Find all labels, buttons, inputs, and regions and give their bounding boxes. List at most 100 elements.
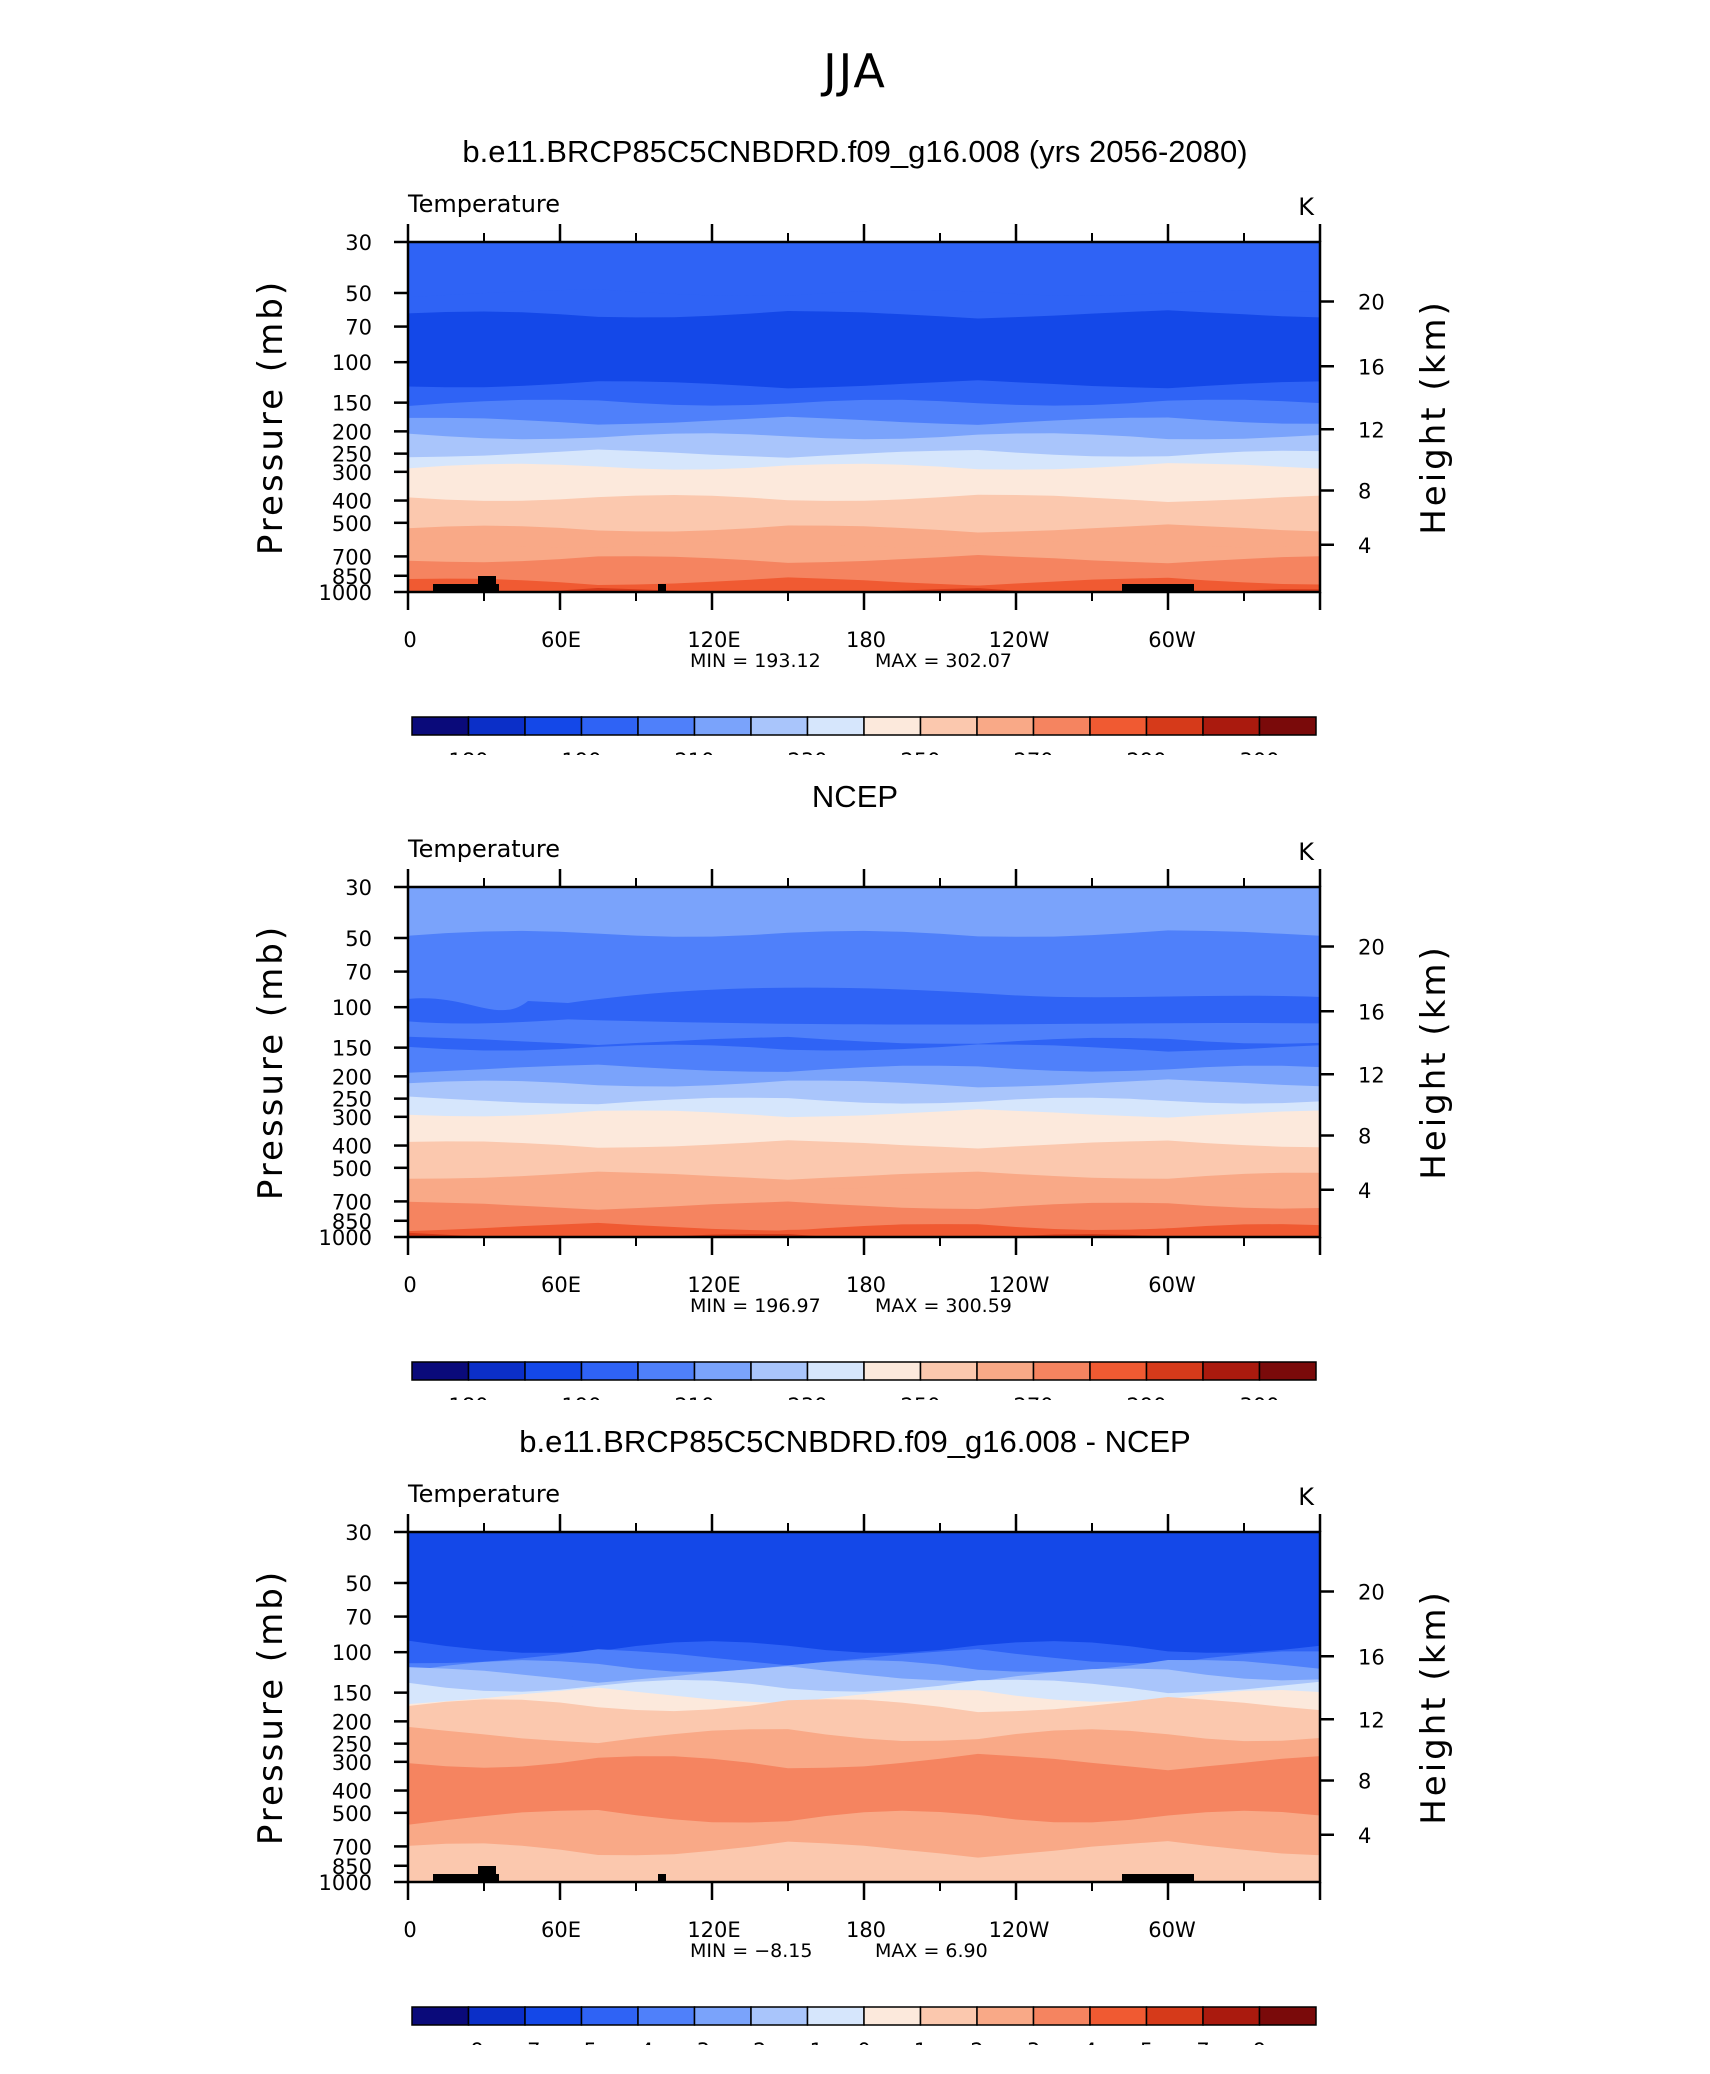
terrain-block	[433, 1874, 479, 1882]
colorbar-label: 290	[1126, 749, 1166, 755]
contour-band	[408, 1232, 1174, 1237]
right-tick-label: 16	[1358, 355, 1385, 379]
colorbar-swatch	[580, 716, 639, 736]
max-label: MAX = 300.59	[875, 1295, 1012, 1317]
y-tick-label: 400	[332, 1780, 372, 1804]
y-tick-label: 70	[345, 316, 372, 340]
y-tick-label: 850	[332, 565, 372, 589]
colorbar-label: 3	[1027, 2039, 1040, 2045]
colorbar-swatch	[919, 2006, 978, 2026]
panel-title: b.e11.BRCP85C5CNBDRD.f09_g16.008 - NCEP	[519, 1424, 1190, 1459]
colorbar-swatch	[750, 716, 809, 736]
y-tick-label: 300	[332, 1106, 372, 1130]
right-tick-label: 12	[1358, 1708, 1385, 1732]
chart-panel-3: b.e11.BRCP85C5CNBDRD.f09_g16.008 - NCEP T…	[0, 1405, 1710, 2045]
y-axis-title: Pressure (mb)	[251, 1569, 291, 1845]
colorbar-label: 300	[1239, 749, 1279, 755]
y-axis-title: Pressure (mb)	[251, 924, 291, 1200]
right-tick-label: 8	[1358, 1125, 1371, 1149]
max-label: MAX = 302.07	[875, 650, 1012, 672]
y-tick-label: 150	[332, 1037, 372, 1061]
chart-panel-1: b.e11.BRCP85C5CNBDRD.f09_g16.008 (yrs 20…	[0, 115, 1710, 755]
y-tick-label: 70	[345, 1606, 372, 1630]
x-tick-label: 0	[403, 1273, 416, 1297]
colorbar-swatch	[976, 716, 1035, 736]
figure-title: JJA	[823, 44, 887, 98]
colorbar-swatch	[580, 1361, 639, 1381]
colorbar-swatch	[1202, 2006, 1261, 2026]
min-label: MIN = 193.12	[690, 650, 821, 672]
colorbar-label: −7	[510, 2039, 541, 2045]
colorbar-swatch	[1202, 716, 1261, 736]
y-tick-label: 500	[332, 1802, 372, 1826]
colorbar-swatch	[919, 716, 978, 736]
y-tick-label: 200	[332, 420, 372, 444]
y2-axis-title: Height (km)	[1414, 299, 1454, 535]
x-tick-label: 120E	[687, 1918, 740, 1942]
y-tick-label: 500	[332, 512, 372, 536]
units-label: K	[1298, 838, 1315, 866]
variable-label: Temperature	[407, 835, 560, 863]
y-tick-label: 250	[332, 1733, 372, 1757]
chart-panel-2: NCEP Temperature K 0 60E 120E 180 120W 60W 30 50 70…	[0, 760, 1710, 1400]
colorbar-label: 190	[561, 1394, 601, 1400]
colorbar-swatch	[806, 716, 865, 736]
x-tick-label: 60W	[1148, 1273, 1196, 1297]
y2-axis-title: Height (km)	[1414, 944, 1454, 1180]
x-tick-label: 120E	[687, 628, 740, 652]
x-tick-label: 180	[846, 1918, 886, 1942]
y-tick-label: 50	[345, 1572, 372, 1596]
colorbar-swatch	[524, 2006, 583, 2026]
colorbar-swatch	[467, 1361, 526, 1381]
colorbar-swatch	[806, 1361, 865, 1381]
x-tick-label: 0	[403, 1918, 416, 1942]
panel-title: b.e11.BRCP85C5CNBDRD.f09_g16.008 (yrs 20…	[462, 134, 1247, 169]
min-label: MIN = −8.15	[690, 1940, 812, 1962]
units-label: K	[1298, 1483, 1315, 1511]
colorbar-swatch	[1145, 2006, 1204, 2026]
chart-svg-2: NCEP Temperature K 0 60E 120E 180 120W 60W 30 50 70…	[251, 779, 1454, 1400]
colorbar-label: 5	[1140, 2039, 1153, 2045]
terrain-block	[1122, 1874, 1194, 1882]
colorbar-label: 180	[448, 1394, 488, 1400]
contour-blob	[408, 987, 1320, 1025]
x-tick-label: 60E	[541, 1918, 581, 1942]
x-tick-label: 60W	[1148, 1918, 1196, 1942]
colorbar-label: 230	[787, 1394, 827, 1400]
terrain-block	[478, 584, 499, 592]
y-tick-label: 400	[332, 1135, 372, 1159]
y-tick-label: 250	[332, 1088, 372, 1112]
terrain-block	[478, 1866, 496, 1876]
y-tick-label: 500	[332, 1157, 372, 1181]
variable-label: Temperature	[407, 1480, 560, 1508]
y2-axis-title: Height (km)	[1414, 1589, 1454, 1825]
y-tick-label: 700	[332, 1190, 372, 1214]
right-tick-label: 8	[1358, 1770, 1371, 1794]
x-tick-label: 60E	[541, 628, 581, 652]
y-tick-label: 100	[332, 996, 372, 1020]
colorbar-label: 300	[1239, 1394, 1279, 1400]
colorbar-swatch	[750, 2006, 809, 2026]
x-tick-label: 0	[403, 628, 416, 652]
right-tick-label: 4	[1358, 1179, 1371, 1203]
colorbar-swatch	[1258, 2006, 1317, 2026]
colorbar-label: −2	[736, 2039, 767, 2045]
colorbar-swatch	[693, 2006, 752, 2026]
right-tick-label: 4	[1358, 534, 1371, 558]
colorbar-label: −3	[679, 2039, 710, 2045]
colorbar-swatch	[1258, 1361, 1317, 1381]
y-tick-label: 850	[332, 1855, 372, 1879]
colorbar-label: 250	[900, 1394, 940, 1400]
colorbar-label: 9	[1253, 2039, 1266, 2045]
colorbar-swatch	[693, 1361, 752, 1381]
y-tick-label: 700	[332, 1835, 372, 1859]
colorbar-label: 210	[674, 1394, 714, 1400]
y-tick-label: 30	[345, 1521, 372, 1545]
colorbar-swatch	[976, 2006, 1035, 2026]
colorbar-label: 7	[1196, 2039, 1209, 2045]
y-axis-title: Pressure (mb)	[251, 279, 291, 555]
right-tick-label: 12	[1358, 1063, 1385, 1087]
colorbar-label: −4	[623, 2039, 654, 2045]
x-tick-label: 120E	[687, 1273, 740, 1297]
y-tick-label: 150	[332, 1682, 372, 1706]
